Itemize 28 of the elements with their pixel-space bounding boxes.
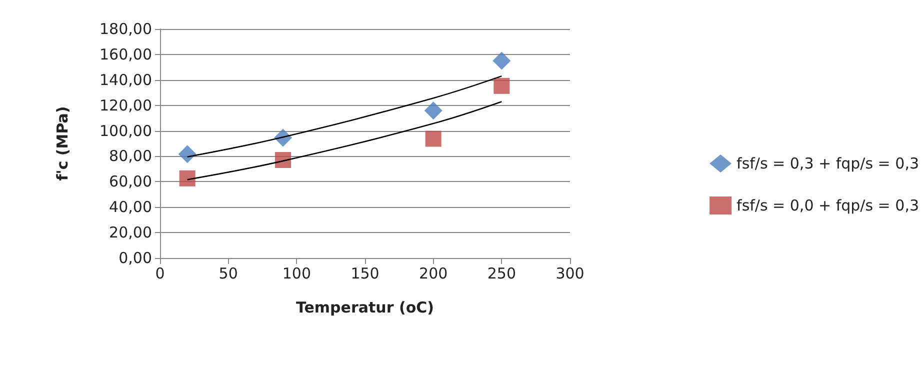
y-tick-label: 40,00 [109,198,152,216]
y-tick-label: 160,00 [100,45,152,64]
y-tick-label: 100,00 [100,122,152,140]
point [178,145,196,164]
y-tick-label: 140,00 [100,70,152,89]
point [425,130,442,147]
legend-label: fsf/s = 0,0 + fqp/s = 0,3 [736,196,920,214]
x-tick-label: 0 [155,264,165,282]
x-tick-label: 300 [556,264,584,282]
point [424,102,442,120]
legend-label: fsf/s = 0,3 + fqp/s = 0,3 [736,154,920,172]
point [492,52,511,70]
y-tick-label: 180,00 [100,20,152,38]
x-axis-title: Temperatur (oC) [296,298,434,316]
point [275,152,291,168]
y-tick-label: 20,00 [109,224,152,242]
y-tick-label: 80,00 [109,147,152,166]
x-tick-label: 100 [282,264,311,282]
x-tick-label: 250 [487,264,516,282]
y-axis-title: f'c (MPa) [54,106,72,181]
y-tick-label: 0,00 [118,249,152,267]
y-tick-label: 120,00 [100,96,152,114]
point [179,170,196,186]
x-tick-label: 150 [350,264,380,282]
point [494,78,510,94]
x-tick-label: 200 [419,264,448,282]
y-tick-label: 60,00 [109,172,152,191]
x-tick-label: 50 [218,264,238,282]
